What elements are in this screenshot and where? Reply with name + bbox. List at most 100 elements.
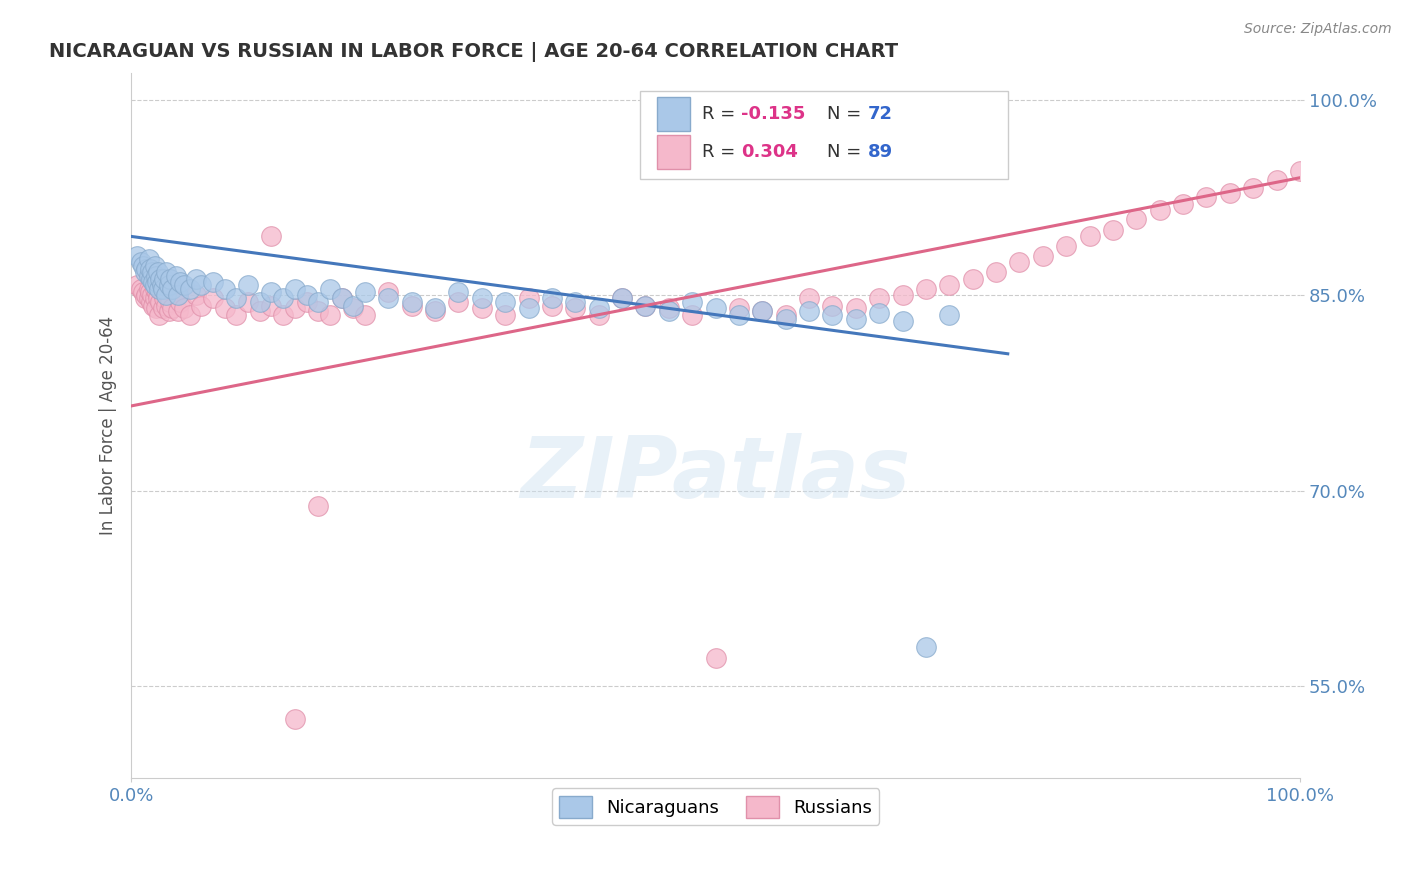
Point: [821, 299, 844, 313]
Point: [751, 303, 773, 318]
Point: [984, 265, 1007, 279]
Text: 72: 72: [868, 105, 893, 123]
Point: [401, 294, 423, 309]
Point: [658, 301, 681, 315]
Point: [1125, 212, 1147, 227]
Point: [354, 308, 377, 322]
Point: [319, 308, 342, 322]
Point: [190, 299, 212, 313]
Point: [541, 299, 564, 313]
Point: [202, 291, 225, 305]
Point: [184, 288, 207, 302]
Point: [236, 277, 259, 292]
Point: [155, 299, 177, 313]
FancyBboxPatch shape: [640, 91, 1008, 179]
Point: [447, 285, 470, 300]
Point: [319, 282, 342, 296]
Point: [728, 301, 751, 315]
Point: [157, 303, 180, 318]
Point: [165, 268, 187, 283]
Point: [145, 301, 167, 315]
Point: [1265, 173, 1288, 187]
Point: [775, 308, 797, 322]
Point: [157, 277, 180, 292]
Point: [541, 291, 564, 305]
Point: [588, 308, 610, 322]
Point: [173, 277, 195, 292]
Point: [150, 277, 173, 292]
Point: [915, 640, 938, 655]
Point: [610, 291, 633, 305]
Point: [139, 285, 162, 300]
Point: [845, 301, 868, 315]
Point: [797, 303, 820, 318]
Point: [868, 306, 890, 320]
Point: [129, 282, 152, 296]
Point: [167, 303, 190, 318]
Point: [797, 291, 820, 305]
Point: [564, 294, 586, 309]
Point: [751, 303, 773, 318]
Point: [159, 294, 181, 309]
Point: [342, 301, 364, 315]
Point: [145, 268, 167, 283]
Point: [284, 301, 307, 315]
Text: N =: N =: [827, 105, 866, 123]
Point: [681, 308, 703, 322]
Point: [202, 275, 225, 289]
Point: [307, 500, 329, 514]
Point: [153, 291, 176, 305]
Point: [167, 288, 190, 302]
Point: [155, 282, 177, 296]
Text: Source: ZipAtlas.com: Source: ZipAtlas.com: [1244, 22, 1392, 37]
Point: [143, 282, 166, 296]
Point: [517, 291, 540, 305]
Point: [423, 303, 446, 318]
Point: [634, 299, 657, 313]
Point: [610, 291, 633, 305]
Point: [236, 294, 259, 309]
Point: [891, 288, 914, 302]
Point: [401, 299, 423, 313]
Legend: Nicaraguans, Russians: Nicaraguans, Russians: [553, 789, 879, 825]
Point: [160, 282, 183, 296]
Point: [143, 291, 166, 305]
Point: [152, 282, 174, 296]
Point: [845, 311, 868, 326]
Point: [354, 285, 377, 300]
Point: [307, 294, 329, 309]
Point: [681, 294, 703, 309]
Point: [146, 291, 169, 305]
Point: [891, 314, 914, 328]
Point: [704, 301, 727, 315]
Point: [141, 265, 163, 279]
Point: [153, 272, 176, 286]
Point: [342, 299, 364, 313]
Bar: [657, 136, 690, 169]
Point: [150, 285, 173, 300]
Point: [307, 303, 329, 318]
Text: ZIPatlas: ZIPatlas: [520, 434, 911, 516]
Point: [260, 229, 283, 244]
Point: [142, 275, 165, 289]
Point: [179, 282, 201, 296]
Point: [138, 252, 160, 266]
Point: [1032, 249, 1054, 263]
Point: [1008, 255, 1031, 269]
Point: [146, 275, 169, 289]
Point: [1241, 181, 1264, 195]
Text: -0.135: -0.135: [741, 105, 806, 123]
Point: [214, 282, 236, 296]
Point: [132, 260, 155, 274]
Point: [962, 272, 984, 286]
Point: [148, 282, 170, 296]
Point: [284, 282, 307, 296]
Point: [138, 268, 160, 283]
Point: [517, 301, 540, 315]
Point: [704, 650, 727, 665]
Text: R =: R =: [702, 105, 741, 123]
Point: [1219, 186, 1241, 201]
Text: NICARAGUAN VS RUSSIAN IN LABOR FORCE | AGE 20-64 CORRELATION CHART: NICARAGUAN VS RUSSIAN IN LABOR FORCE | A…: [49, 42, 898, 62]
Point: [377, 291, 399, 305]
Point: [165, 285, 187, 300]
